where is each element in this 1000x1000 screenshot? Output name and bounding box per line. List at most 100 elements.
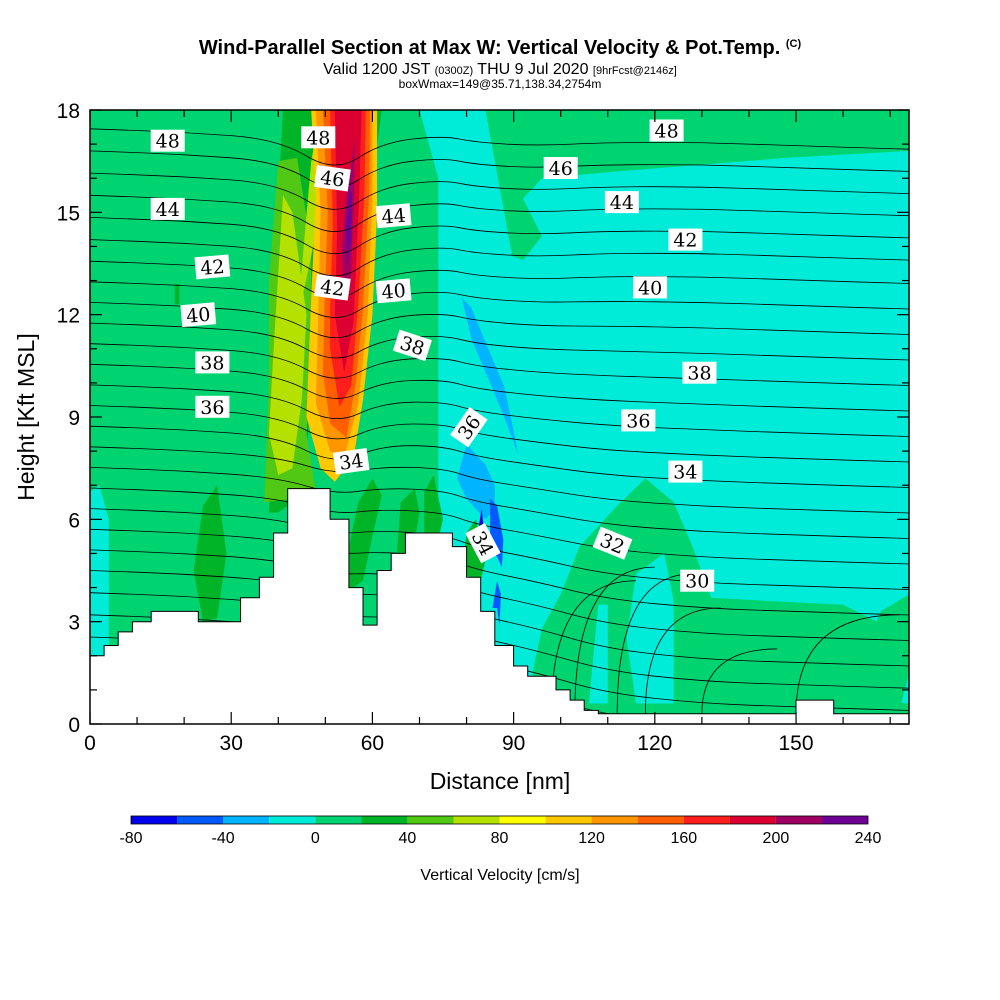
- contour-label-box: [195, 351, 230, 374]
- theta-line-17: [90, 322, 909, 361]
- theta-line-9: [90, 487, 909, 565]
- copyright-mark: (C): [785, 38, 802, 50]
- contour-label-text: 42: [319, 276, 346, 301]
- w-region-8: [419, 110, 523, 724]
- x-tick-label: 90: [502, 732, 525, 755]
- contour-label-24: 30: [680, 569, 715, 593]
- contour-label-box: [180, 302, 217, 328]
- colorbar-swatch-3: [223, 816, 270, 824]
- contour-label-text: 42: [673, 230, 697, 252]
- contour-label-text: 44: [381, 205, 407, 229]
- y-tick-label: 18: [57, 100, 80, 123]
- valid-date: THU 9 Jul 2020: [477, 61, 589, 78]
- colorbar-swatch-10: [545, 816, 592, 824]
- colorbar-swatch-6: [361, 816, 408, 824]
- contour-label-box: [150, 129, 185, 152]
- contour-label-9: 42: [314, 274, 351, 301]
- theta-line-low-3: [616, 573, 693, 714]
- theta-line-14: [90, 384, 909, 437]
- contour-label-25: 48: [649, 119, 684, 143]
- chart-title: Wind-Parallel Section at Max W: Vertical…: [0, 37, 1000, 60]
- contour-label-4: 40: [180, 302, 217, 328]
- contour-label-box: [301, 126, 336, 149]
- colorbar: -80 -40 0 40 80 120 160 200 240: [119, 815, 882, 847]
- contour-label-13: 34: [332, 448, 370, 475]
- y-tick-label: 12: [57, 305, 80, 328]
- colorbar-tick-label: -80: [119, 830, 142, 847]
- contour-label-text: 46: [319, 167, 346, 192]
- contour-label-box: [465, 523, 501, 564]
- contour-label-box: [332, 448, 370, 475]
- colorbar-tick-label: 240: [855, 830, 882, 847]
- contour-label-10: 44: [375, 203, 412, 229]
- contour-label-text: 40: [638, 277, 662, 299]
- colorbar-swatch-11: [591, 816, 638, 824]
- theta-line-21: [90, 239, 909, 277]
- colorbar-swatch-12: [637, 816, 684, 824]
- contour-label-17: 44: [604, 191, 639, 214]
- theta-line-23: [90, 194, 909, 232]
- w-region-5: [861, 594, 909, 711]
- colorbar-swatch-13: [683, 816, 730, 824]
- colorbar-tick-label: -40: [212, 830, 235, 847]
- contour-label-box: [682, 361, 717, 384]
- y-axis-label: Height [Kft MSL]: [13, 333, 39, 500]
- colorbar-swatch-2: [177, 816, 224, 824]
- contour-label-box: [680, 569, 715, 592]
- contour-label-box: [543, 157, 578, 179]
- contour-label-21: 36: [621, 409, 656, 432]
- y-tick-label: 9: [68, 407, 80, 430]
- w-region-18: [424, 475, 443, 540]
- contour-label-box: [668, 460, 703, 483]
- y-tick-label: 0: [68, 714, 80, 737]
- contour-label-2: 44: [150, 197, 185, 221]
- theta-line-11: [90, 446, 909, 514]
- w-region-17: [395, 488, 420, 568]
- theta-line-low-5: [701, 648, 778, 714]
- w-region-20: [174, 284, 180, 305]
- theta-line-low-4: [645, 607, 721, 714]
- contour-label-text: 30: [685, 571, 709, 593]
- contour-label-text: 40: [381, 280, 407, 304]
- colorbar-tick-label: 40: [399, 830, 417, 847]
- w-region-3: [90, 110, 909, 261]
- colorbar-tick-label: 120: [578, 830, 605, 847]
- colorbar-swatch-5: [315, 816, 362, 824]
- box-info: boxWmax=149@35.71,138.34,2754m: [398, 77, 602, 91]
- colorbar-swatch-7: [407, 816, 454, 824]
- theta-line-25: [90, 150, 909, 188]
- contour-label-18: 42: [668, 228, 703, 252]
- w-region-15: [193, 485, 227, 622]
- w-region-11: [461, 297, 519, 455]
- contour-label-text: 48: [655, 121, 679, 143]
- chart-subtitle: Valid 1200 JST (0300Z) THU 9 Jul 2020 [9…: [0, 61, 1000, 79]
- x-axis-label: Distance [nm]: [430, 768, 571, 794]
- contour-label-box: [314, 274, 351, 301]
- colorbar-swatch-9: [499, 816, 546, 824]
- contour-label-8: 46: [314, 164, 351, 192]
- x-tick-label: 30: [220, 732, 243, 755]
- colorbar-swatch-4: [269, 816, 316, 824]
- contour-label-box: [450, 406, 488, 448]
- contour-label-box: [649, 119, 684, 142]
- contour-label-text: 34: [338, 450, 365, 475]
- y-tick-label: 6: [68, 509, 80, 532]
- contour-label-box: [150, 197, 185, 220]
- w-region-7: [588, 604, 608, 704]
- contour-label-16: 46: [543, 157, 578, 180]
- contour-label-box: [314, 164, 351, 192]
- contour-label-box: [392, 329, 432, 362]
- terrain: [89, 488, 910, 725]
- colorbar-tick-label: 0: [311, 830, 320, 847]
- contour-label-box: [633, 276, 668, 299]
- x-tick-label: 0: [84, 732, 96, 755]
- w-region-34: [492, 580, 501, 626]
- contour-label-text: 44: [610, 192, 634, 214]
- contour-label-6: 36: [195, 395, 230, 419]
- contour-label-text: 40: [185, 304, 211, 328]
- theta-contours: [90, 128, 909, 724]
- contour-label-text: 38: [687, 363, 711, 385]
- w-region-12: [457, 444, 495, 520]
- contour-label-3: 42: [194, 254, 231, 280]
